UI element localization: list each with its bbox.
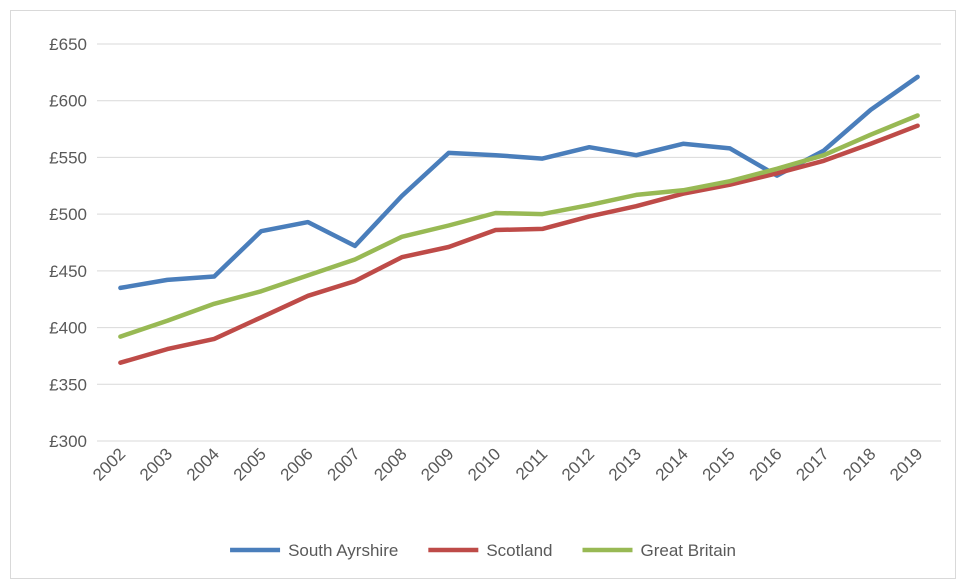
x-tick-label: 2015 bbox=[699, 444, 739, 484]
x-tick-label: 2013 bbox=[605, 444, 645, 484]
x-tick-label: 2003 bbox=[136, 444, 176, 484]
y-tick-label: £550 bbox=[49, 148, 87, 167]
y-tick-label: £450 bbox=[49, 262, 87, 281]
x-tick-label: 2011 bbox=[512, 444, 551, 483]
x-tick-label: 2004 bbox=[183, 444, 223, 484]
x-tick-label: 2016 bbox=[746, 444, 786, 484]
y-tick-label: £650 bbox=[49, 35, 87, 54]
y-tick-label: £500 bbox=[49, 205, 87, 224]
x-tick-label: 2019 bbox=[886, 444, 926, 484]
legend-label: Great Britain bbox=[641, 541, 736, 560]
x-tick-label: 2008 bbox=[370, 444, 410, 484]
gridlines bbox=[97, 43, 941, 442]
x-axis-ticks: 2002 2003 2004 2005 2006 2007 2008 2009 2010 2011… bbox=[89, 444, 926, 484]
x-tick-label: 2018 bbox=[839, 444, 879, 484]
line-chart: £300£350£400£450£500£550£600£650 2002 200… bbox=[49, 35, 941, 560]
y-tick-label: £600 bbox=[49, 92, 87, 111]
legend-item-great-britain: Great Britain bbox=[582, 541, 736, 560]
y-tick-label: £300 bbox=[49, 432, 87, 451]
x-tick-label: 2017 bbox=[792, 444, 832, 484]
series-line-scotland bbox=[118, 123, 920, 365]
series-line-great-britain bbox=[118, 113, 920, 339]
series-lines bbox=[118, 74, 920, 365]
y-axis-ticks: £300 £350 £400 £450 £500 £550 £600 £650 bbox=[49, 35, 87, 451]
chart-frame: £300 £350 £400 £450 £500 £550 £600 £650 2002 200… bbox=[10, 10, 956, 579]
y-tick-label: £400 bbox=[49, 319, 87, 338]
legend-label: South Ayrshire bbox=[288, 541, 398, 560]
x-tick-label: 2006 bbox=[277, 444, 317, 484]
x-tick-label: 2010 bbox=[464, 444, 504, 484]
x-tick-label: 2002 bbox=[89, 444, 129, 484]
legend: South Ayrshire Scotland Great Britain bbox=[230, 541, 736, 560]
x-tick-label: 2005 bbox=[230, 444, 270, 484]
legend-item-south-ayrshire: South Ayrshire bbox=[230, 541, 398, 560]
legend-label: Scotland bbox=[486, 541, 552, 560]
legend-item-scotland: Scotland bbox=[428, 541, 553, 560]
y-tick-label: £350 bbox=[49, 375, 87, 394]
x-tick-label: 2009 bbox=[417, 444, 457, 484]
x-tick-label: 2012 bbox=[558, 444, 598, 484]
x-tick-label: 2014 bbox=[652, 444, 692, 484]
series-line-south-ayrshire bbox=[118, 74, 920, 291]
x-tick-label: 2007 bbox=[324, 444, 364, 484]
